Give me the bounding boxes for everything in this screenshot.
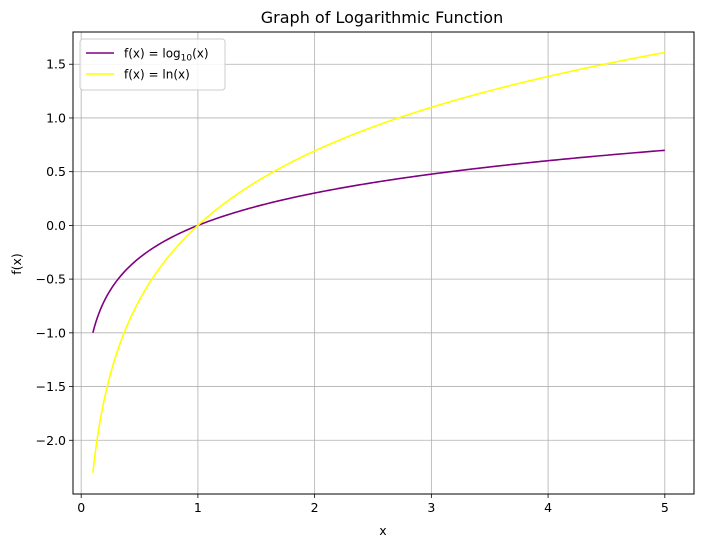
- series-lines: [92, 51, 665, 473]
- legend-label-log10: f(x) = log10(x): [124, 47, 209, 64]
- grid: [73, 32, 694, 494]
- legend-label-ln: f(x) = ln(x): [124, 68, 190, 82]
- y-tick-label: −2.0: [36, 433, 66, 448]
- y-tick-label: −1.5: [36, 379, 66, 394]
- y-tick-label: 1.5: [46, 57, 66, 72]
- x-tick-label: 1: [194, 500, 202, 515]
- legend-box: [79, 38, 226, 91]
- x-tick-label: 5: [661, 500, 669, 515]
- x-tick-label: 2: [311, 500, 319, 515]
- y-tick-label: −0.5: [36, 272, 66, 287]
- y-tick-label: 0.5: [46, 164, 66, 179]
- y-tick-label: −1.0: [36, 325, 66, 340]
- x-tick-label: 3: [427, 500, 435, 515]
- x-tick-label: 4: [544, 500, 552, 515]
- plot-frame: [72, 31, 695, 495]
- ticks: 0 1 2 3 4 5 −2.0 −1.5 −1.0 −0.5 0.0 0.5 1.0 1.5: [36, 57, 669, 515]
- legend: f(x) = log10(x) f(x) = ln(x): [79, 38, 226, 91]
- x-axis-label: x: [379, 523, 386, 538]
- x-tick-label: 0: [77, 500, 85, 515]
- chart-title: Graph of Logarithmic Function: [261, 8, 503, 27]
- y-axis-label: f(x): [9, 253, 24, 275]
- series-line-ln: [92, 51, 665, 473]
- y-tick-label: 0.0: [46, 218, 66, 233]
- y-tick-label: 1.0: [46, 110, 66, 125]
- series-line-log10: [92, 149, 665, 334]
